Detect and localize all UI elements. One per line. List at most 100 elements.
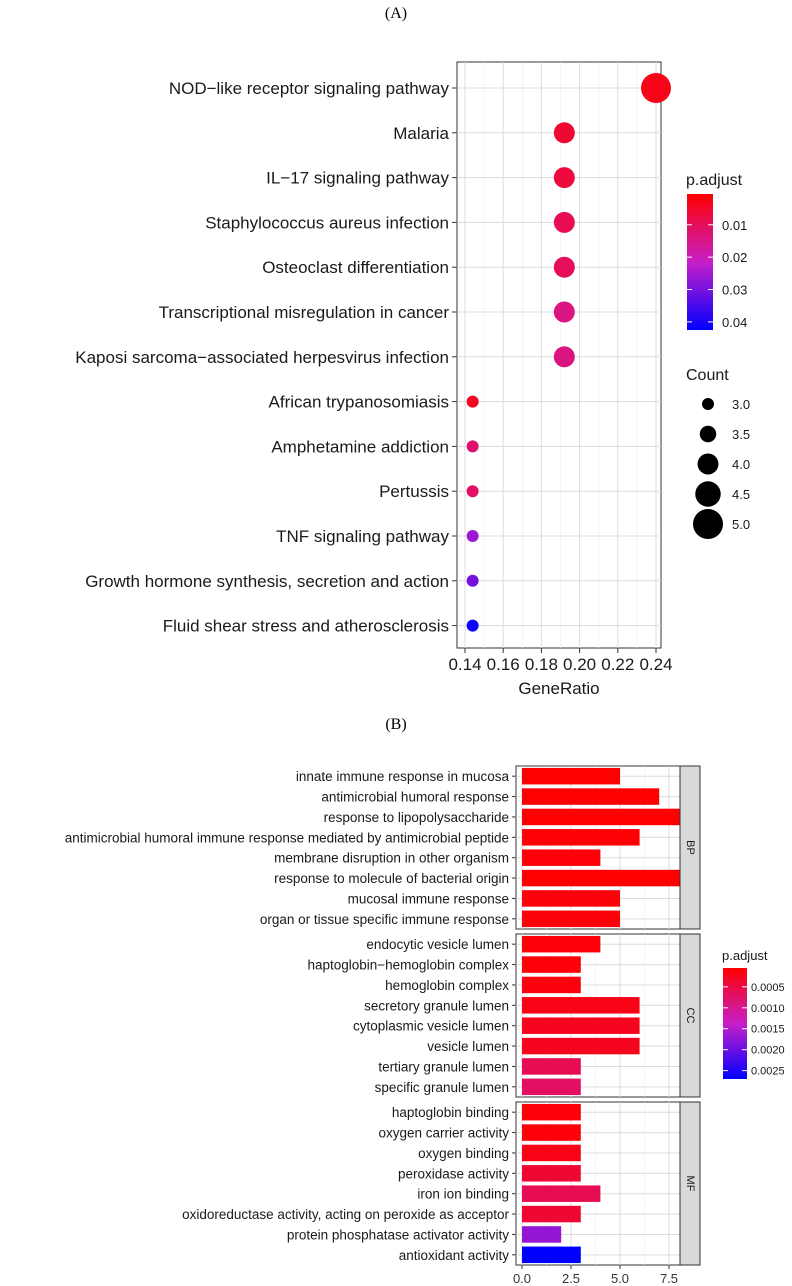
bar bbox=[522, 788, 660, 805]
y-tick-label: NOD−like receptor signaling pathway bbox=[169, 79, 450, 98]
bar-category-label: vesicle lumen bbox=[427, 1039, 509, 1054]
bar-category-label: mucosal immune response bbox=[348, 891, 509, 906]
bar bbox=[522, 935, 601, 953]
y-tick-label: Fluid shear stress and atherosclerosis bbox=[163, 617, 449, 636]
bar-category-label: specific granule lumen bbox=[375, 1080, 509, 1095]
size-legend-label: 3.5 bbox=[732, 427, 750, 442]
color-legend-tick-label: 0.0005 bbox=[751, 982, 785, 994]
bar bbox=[522, 1124, 581, 1141]
bar-category-label: response to molecule of bacterial origin bbox=[274, 871, 509, 886]
facet-strip bbox=[679, 765, 701, 930]
y-tick-label: Amphetamine addiction bbox=[271, 437, 449, 456]
facet-strip bbox=[679, 1101, 701, 1266]
color-legend-tick-label: 0.03 bbox=[722, 283, 747, 298]
x-tick-label: 5.0 bbox=[611, 1271, 629, 1286]
bar bbox=[522, 956, 581, 973]
bar bbox=[522, 976, 581, 994]
x-tick-label: 7.5 bbox=[660, 1271, 678, 1286]
facet-strip-label: BP bbox=[684, 840, 696, 855]
y-tick-label: Malaria bbox=[393, 124, 449, 143]
dot-point bbox=[641, 73, 671, 103]
bar-category-label: membrane disruption in other organism bbox=[274, 851, 509, 866]
color-legend-tick-label: 0.04 bbox=[722, 315, 747, 330]
bar bbox=[522, 1037, 640, 1055]
size-legend-dot bbox=[693, 509, 723, 539]
color-legend-tick-label: 0.0010 bbox=[751, 1003, 785, 1015]
bar bbox=[522, 1185, 601, 1202]
bar-category-label: peroxidase activity bbox=[398, 1166, 509, 1181]
y-tick-label: Pertussis bbox=[379, 482, 449, 501]
y-tick-label: African trypanosomiasis bbox=[269, 393, 449, 412]
color-legend-tick-label: 0.01 bbox=[722, 218, 747, 233]
y-tick-label: Staphylococcus aureus infection bbox=[205, 213, 449, 232]
bar-category-label: hemoglobin complex bbox=[385, 978, 509, 993]
color-legend-tick-label: 0.0025 bbox=[751, 1066, 785, 1078]
color-legend-bar bbox=[723, 968, 747, 1079]
bar bbox=[522, 1103, 581, 1121]
bar bbox=[522, 767, 620, 785]
bar-category-label: endocytic vesicle lumen bbox=[366, 937, 509, 952]
color-legend-title: p.adjust bbox=[686, 172, 743, 189]
color-legend-bar bbox=[687, 194, 713, 330]
y-tick-label: Osteoclast differentiation bbox=[262, 258, 449, 277]
bar-category-label: haptoglobin−hemoglobin complex bbox=[307, 958, 509, 973]
dot-point bbox=[466, 530, 479, 542]
dot-point bbox=[466, 395, 479, 408]
bar-category-label: antioxidant activity bbox=[399, 1248, 510, 1263]
color-legend-tick-label: 0.0015 bbox=[751, 1024, 785, 1036]
facet-strip bbox=[679, 933, 701, 1098]
dot-point bbox=[466, 574, 479, 587]
x-tick-label: 0.16 bbox=[487, 655, 520, 674]
size-legend-title: Count bbox=[686, 367, 729, 384]
y-tick-label: TNF signaling pathway bbox=[276, 527, 449, 546]
x-tick-label: 0.20 bbox=[563, 655, 596, 674]
bar bbox=[522, 1165, 581, 1182]
bar bbox=[522, 849, 601, 866]
dot-plot-kegg: NOD−like receptor signaling pathway Malar… bbox=[75, 61, 750, 698]
color-legend-tick-label: 0.0020 bbox=[751, 1045, 785, 1057]
bar bbox=[522, 1078, 581, 1096]
bar-category-label: cytoplasmic vesicle lumen bbox=[353, 1019, 509, 1034]
bar-category-label: oxygen carrier activity bbox=[378, 1126, 509, 1141]
y-tick-label: Growth hormone synthesis, secretion and … bbox=[85, 572, 449, 591]
dot-point bbox=[553, 346, 575, 368]
bar-category-label: tertiary granule lumen bbox=[378, 1059, 509, 1074]
dot-point bbox=[466, 440, 479, 453]
bar-category-label: oxygen binding bbox=[418, 1146, 509, 1161]
bar-plot-go: innate immune response in mucosa antimicr… bbox=[65, 765, 785, 1286]
color-legend-tick-label: 0.02 bbox=[722, 250, 747, 265]
size-legend-dot bbox=[697, 453, 719, 475]
size-legend-dot bbox=[695, 481, 721, 507]
bar bbox=[522, 1205, 581, 1223]
bar bbox=[522, 869, 699, 887]
bar-category-label: innate immune response in mucosa bbox=[296, 769, 510, 784]
dot-point bbox=[553, 301, 575, 323]
size-legend-label: 4.0 bbox=[732, 457, 750, 472]
color-legend-title: p.adjust bbox=[722, 948, 768, 963]
bar-category-label: secretory granule lumen bbox=[364, 998, 509, 1013]
facet-strip-label: MF bbox=[684, 1176, 696, 1192]
size-legend-label: 3.0 bbox=[732, 397, 750, 412]
bar bbox=[522, 910, 620, 928]
size-legend-label: 5.0 bbox=[732, 517, 750, 532]
size-legend-label: 4.5 bbox=[732, 487, 750, 502]
y-tick-label: Transcriptional misregulation in cancer bbox=[159, 303, 450, 322]
dot-point bbox=[553, 256, 575, 278]
bar bbox=[522, 829, 640, 846]
bar-category-label: iron ion binding bbox=[417, 1187, 509, 1202]
x-axis-title: GeneRatio bbox=[518, 679, 599, 698]
dot-point bbox=[466, 619, 479, 632]
size-legend-dot bbox=[702, 398, 714, 410]
dot-point bbox=[553, 167, 575, 189]
bar bbox=[522, 1144, 581, 1162]
y-tick-label: IL−17 signaling pathway bbox=[266, 169, 449, 188]
bar-category-label: response to lipopolysaccharide bbox=[324, 810, 509, 825]
x-tick-label: 0.0 bbox=[513, 1271, 531, 1286]
x-tick-label: 0.14 bbox=[448, 655, 481, 674]
dot-point bbox=[553, 211, 575, 233]
bar bbox=[522, 1017, 640, 1034]
panel-a-label: (A) bbox=[385, 5, 407, 22]
bar-category-label: oxidoreductase activity, acting on perox… bbox=[182, 1207, 509, 1222]
bar-category-label: haptoglobin binding bbox=[392, 1105, 509, 1120]
